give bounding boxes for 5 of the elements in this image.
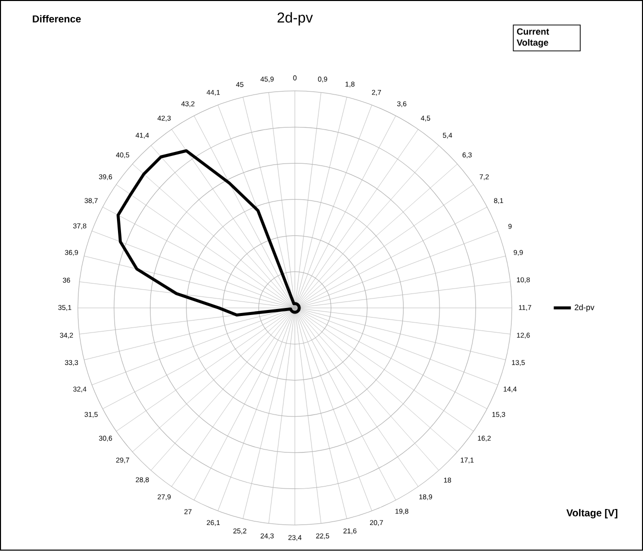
legend-label: 2d-pv	[574, 304, 594, 312]
text: Voltage [V]	[566, 509, 618, 519]
legend-title: Current Voltage	[516, 28, 550, 48]
chart-title: 2d-pv	[278, 12, 313, 26]
text: Difference	[32, 15, 81, 23]
